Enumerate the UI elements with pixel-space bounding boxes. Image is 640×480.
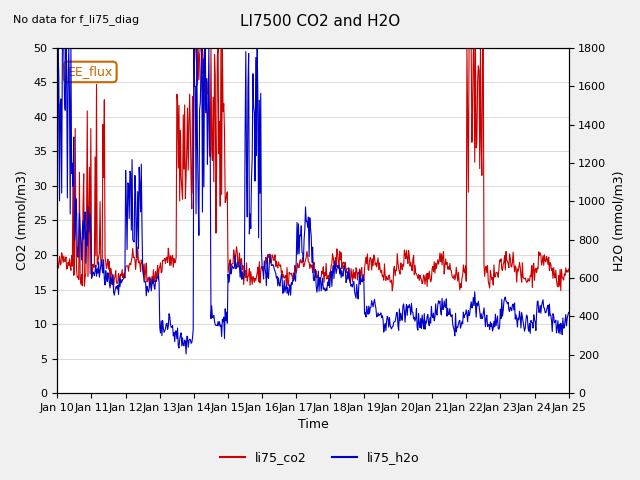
Text: LI7500 CO2 and H2O: LI7500 CO2 and H2O (240, 14, 400, 29)
Y-axis label: CO2 (mmol/m3): CO2 (mmol/m3) (15, 170, 28, 270)
Y-axis label: H2O (mmol/m3): H2O (mmol/m3) (612, 170, 625, 271)
X-axis label: Time: Time (298, 419, 328, 432)
Text: EE_flux: EE_flux (68, 65, 113, 78)
Legend: li75_co2, li75_h2o: li75_co2, li75_h2o (215, 446, 425, 469)
Text: No data for f_li75_diag: No data for f_li75_diag (13, 14, 139, 25)
